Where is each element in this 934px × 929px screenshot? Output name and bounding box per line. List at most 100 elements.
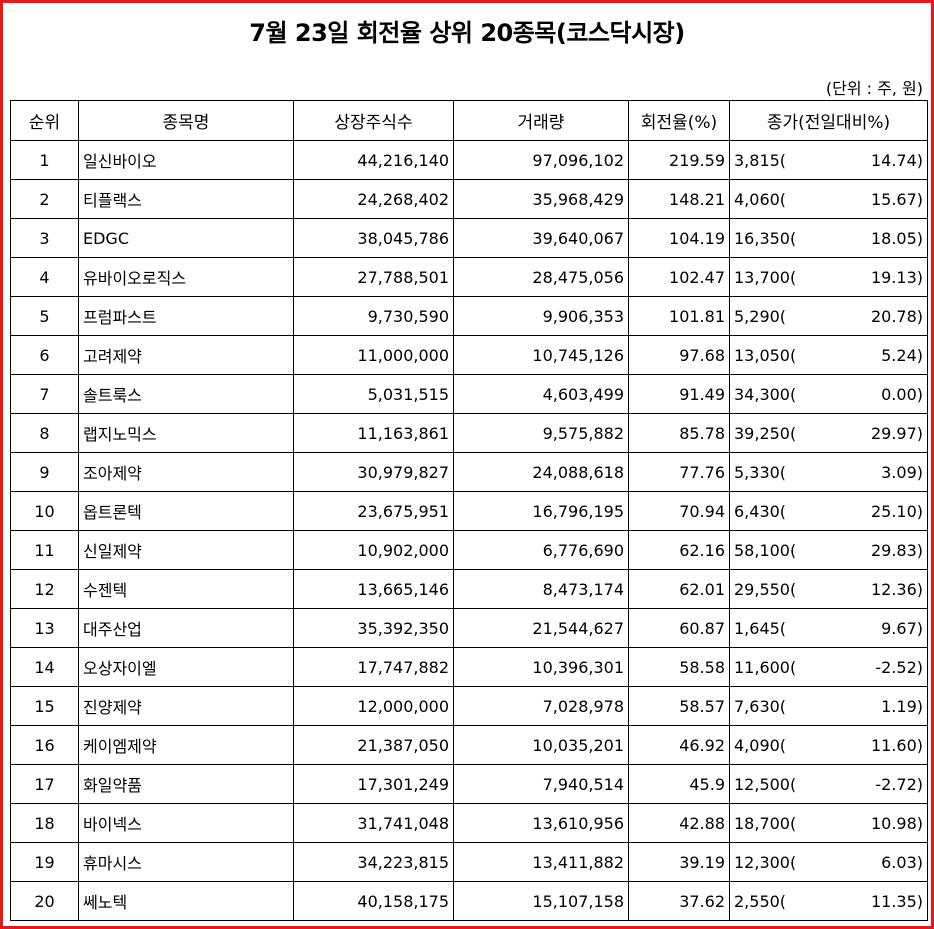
change-percent: 20.78): [870, 306, 923, 326]
turnover-cell: 60.87: [628, 608, 730, 648]
turnover-cell: 70.94: [628, 491, 730, 531]
table-row: 5 프럼파스트 9,730,590 9,906,353 101.81 5,290(20.7…: [10, 296, 928, 336]
listed-shares-cell: 10,902,000: [293, 530, 454, 570]
rank-cell: 12: [10, 569, 79, 609]
rank-cell: 20: [10, 881, 79, 921]
header-name: 종목명: [78, 100, 294, 141]
table-row: 6 고려제약 11,000,000 10,745,126 97.68 13,050(5.2…: [10, 335, 928, 375]
header-row: 순위 종목명 상장주식수 거래량 회전율(%) 종가(전일대비%): [10, 100, 928, 141]
table-row: 17 화일약품 17,301,249 7,940,514 45.9 12,500(-2.7…: [10, 764, 928, 804]
change-percent: 18.05): [870, 228, 923, 248]
listed-shares-cell: 31,741,048: [293, 803, 454, 843]
table-row: 2 티플랙스 24,268,402 35,968,429 148.21 4,060(15.…: [10, 179, 928, 219]
volume-cell: 10,035,201: [453, 725, 629, 765]
rank-cell: 9: [10, 452, 79, 492]
close-price-cell: 7,630(1.19): [729, 686, 928, 726]
table-body: 1 일신바이오 44,216,140 97,096,102 219.59 3,815(14…: [10, 140, 928, 921]
listed-shares-cell: 5,031,515: [293, 374, 454, 414]
close-price: 13,700(: [734, 267, 797, 287]
close-price: 7,630(: [734, 696, 787, 716]
stock-name-cell: 옵트론텍: [78, 491, 294, 531]
close-price-cell: 4,060(15.67): [729, 179, 928, 219]
turnover-cell: 102.47: [628, 257, 730, 297]
stock-name-cell: 케이엠제약: [78, 725, 294, 765]
table-row: 16 케이엠제약 21,387,050 10,035,201 46.92 4,090(11…: [10, 725, 928, 765]
change-percent: -2.72): [875, 774, 923, 794]
turnover-cell: 58.58: [628, 647, 730, 687]
turnover-table: 순위 종목명 상장주식수 거래량 회전율(%) 종가(전일대비%) 1 일신바이오…: [10, 100, 928, 921]
rank-cell: 15: [10, 686, 79, 726]
rank-cell: 3: [10, 218, 79, 258]
volume-cell: 6,776,690: [453, 530, 629, 570]
listed-shares-cell: 44,216,140: [293, 140, 454, 180]
close-price: 58,100(: [734, 540, 797, 560]
rank-cell: 19: [10, 842, 79, 882]
close-price-cell: 58,100( 29.83): [729, 530, 928, 570]
volume-cell: 39,640,067: [453, 218, 629, 258]
close-price: 3,815(: [734, 150, 787, 170]
listed-shares-cell: 27,788,501: [293, 257, 454, 297]
listed-shares-cell: 13,665,146: [293, 569, 454, 609]
listed-shares-cell: 12,000,000: [293, 686, 454, 726]
close-price: 11,600(: [734, 657, 797, 677]
close-price-cell: 1,645(9.67): [729, 608, 928, 648]
close-price-cell: 13,050(5.24): [729, 335, 928, 375]
turnover-cell: 85.78: [628, 413, 730, 453]
volume-cell: 4,603,499: [453, 374, 629, 414]
turnover-cell: 219.59: [628, 140, 730, 180]
stock-name-cell: 바이넥스: [78, 803, 294, 843]
change-percent: 19.13): [870, 267, 923, 287]
close-price-cell: 11,600(-2.52): [729, 647, 928, 687]
stock-name-cell: 유바이오로직스: [78, 257, 294, 297]
rank-cell: 10: [10, 491, 79, 531]
rank-cell: 2: [10, 179, 79, 219]
volume-cell: 8,473,174: [453, 569, 629, 609]
turnover-cell: 39.19: [628, 842, 730, 882]
close-price-cell: 5,330(3.09): [729, 452, 928, 492]
volume-cell: 24,088,618: [453, 452, 629, 492]
close-price: 16,350(: [734, 228, 797, 248]
header-turnover: 회전율(%): [628, 100, 730, 141]
listed-shares-cell: 17,301,249: [293, 764, 454, 804]
rank-cell: 7: [10, 374, 79, 414]
turnover-cell: 45.9: [628, 764, 730, 804]
close-price: 29,550(: [734, 579, 797, 599]
close-price: 12,300(: [734, 852, 797, 872]
stock-name-cell: 고려제약: [78, 335, 294, 375]
close-price-cell: 13,700( 19.13): [729, 257, 928, 297]
close-price-cell: 34,300(0.00): [729, 374, 928, 414]
close-price-cell: 5,290(20.78): [729, 296, 928, 336]
change-percent: 29.83): [870, 540, 923, 560]
change-percent: 11.60): [870, 735, 923, 755]
header-rank: 순위: [10, 100, 79, 141]
change-percent: 14.74): [870, 150, 923, 170]
close-price-cell: 18,700(10.98): [729, 803, 928, 843]
rank-cell: 17: [10, 764, 79, 804]
table-row: 12 수젠텍 13,665,146 8,473,174 62.01 29,550(12.3…: [10, 569, 928, 609]
unit-note: (단위 : 주, 원): [825, 79, 923, 98]
table-row: 13 대주산업 35,392,350 21,544,627 60.87 1,645(9.6…: [10, 608, 928, 648]
stock-name-cell: 대주산업: [78, 608, 294, 648]
table-row: 7 솔트룩스 5,031,515 4,603,499 91.49 34,300(0.00): [10, 374, 928, 414]
header-volume: 거래량: [453, 100, 629, 141]
table-row: 9 조아제약 30,979,827 24,088,618 77.76 5,330(3.09…: [10, 452, 928, 492]
listed-shares-cell: 35,392,350: [293, 608, 454, 648]
volume-cell: 10,745,126: [453, 335, 629, 375]
stock-name-cell: 프럼파스트: [78, 296, 294, 336]
page-title: 7월 23일 회전율 상위 20종목(코스닥시장): [249, 19, 685, 47]
rank-cell: 13: [10, 608, 79, 648]
change-percent: 0.00): [881, 384, 923, 404]
header-price: 종가(전일대비%): [729, 100, 928, 141]
turnover-cell: 101.81: [628, 296, 730, 336]
listed-shares-cell: 21,387,050: [293, 725, 454, 765]
stock-name-cell: 신일제약: [78, 530, 294, 570]
table-row: 1 일신바이오 44,216,140 97,096,102 219.59 3,815(14…: [10, 140, 928, 180]
close-price-cell: 12,500(-2.72): [729, 764, 928, 804]
turnover-cell: 91.49: [628, 374, 730, 414]
change-percent: 9.67): [881, 618, 923, 638]
rank-cell: 6: [10, 335, 79, 375]
listed-shares-cell: 17,747,882: [293, 647, 454, 687]
volume-cell: 13,411,882: [453, 842, 629, 882]
stock-name-cell: 솔트룩스: [78, 374, 294, 414]
